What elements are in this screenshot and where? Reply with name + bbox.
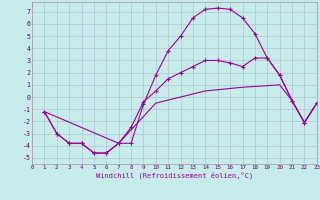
X-axis label: Windchill (Refroidissement éolien,°C): Windchill (Refroidissement éolien,°C)	[96, 172, 253, 179]
